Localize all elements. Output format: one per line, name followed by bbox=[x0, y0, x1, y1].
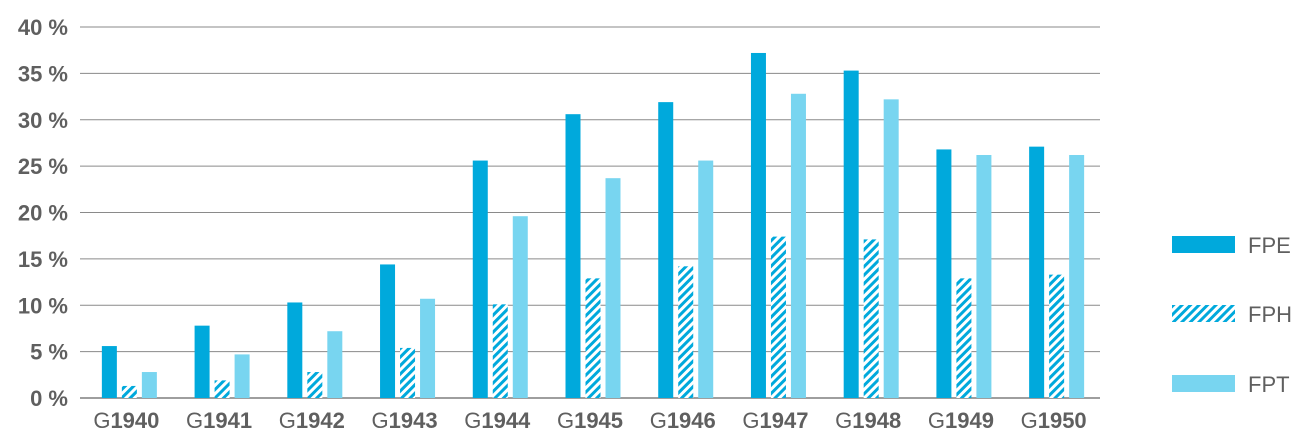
legend-swatch-fph bbox=[1172, 305, 1235, 322]
bar-fpt bbox=[327, 331, 343, 398]
bar-fph bbox=[956, 278, 972, 398]
x-tick-label: G1950 bbox=[1021, 408, 1087, 433]
x-tick-label: G1945 bbox=[557, 408, 623, 433]
legend-swatch-fpe bbox=[1172, 236, 1235, 253]
bar-fph bbox=[1049, 274, 1065, 398]
bar-fph bbox=[770, 236, 786, 398]
x-tick-label: G1944 bbox=[464, 408, 531, 433]
bar-fph bbox=[863, 239, 879, 398]
y-tick-label: 15 % bbox=[18, 247, 68, 272]
x-tick-label: G1948 bbox=[835, 408, 901, 433]
bar-fph bbox=[121, 385, 137, 398]
x-tick-label: G1940 bbox=[93, 408, 159, 433]
bars bbox=[101, 52, 1085, 398]
y-tick-label: 5 % bbox=[30, 340, 68, 365]
y-tick-label: 35 % bbox=[18, 61, 68, 86]
y-tick-label: 30 % bbox=[18, 108, 68, 133]
bar-fph bbox=[400, 347, 416, 398]
legend: FPE FPH FPT bbox=[1172, 233, 1292, 397]
bar-fpe bbox=[565, 114, 581, 398]
bar-fpe bbox=[750, 52, 766, 398]
bar-fpt bbox=[234, 354, 250, 398]
bar-fpe bbox=[101, 346, 117, 398]
legend-label-fpt: FPT bbox=[1248, 372, 1290, 397]
x-tick-label: G1949 bbox=[928, 408, 994, 433]
bar-fpt bbox=[141, 372, 157, 398]
bar-fpe bbox=[936, 149, 952, 398]
x-axis: G1940 G1941 G1942 G1943 G1944 G1945 G1946 G1947… bbox=[93, 408, 1086, 433]
bar-fpt bbox=[420, 298, 436, 398]
bar-fpt bbox=[790, 93, 806, 398]
bar-fpe bbox=[843, 70, 859, 398]
bar-fpe bbox=[1029, 146, 1045, 398]
bar-fph bbox=[492, 304, 508, 398]
bar-fph bbox=[678, 266, 694, 398]
gridlines bbox=[80, 26, 1100, 399]
bar-fpe bbox=[194, 325, 210, 398]
y-tick-label: 25 % bbox=[18, 154, 68, 179]
bar-fpt bbox=[512, 216, 528, 398]
bar-fpe bbox=[472, 160, 488, 398]
x-tick-label: G1946 bbox=[650, 408, 716, 433]
x-tick-label: G1943 bbox=[372, 408, 438, 433]
x-tick-label: G1941 bbox=[186, 408, 252, 433]
bar-fph bbox=[214, 380, 230, 398]
bar-fpe bbox=[287, 302, 303, 398]
legend-label-fph: FPH bbox=[1248, 302, 1292, 327]
x-tick-label: G1942 bbox=[279, 408, 345, 433]
y-axis: 0 % 5 % 10 % 15 % 20 % 25 % 30 % 35 % 40 % bbox=[18, 15, 68, 411]
bar-fph bbox=[585, 278, 601, 398]
legend-label-fpe: FPE bbox=[1248, 233, 1291, 258]
bar-fpe bbox=[380, 264, 396, 398]
bar-fph bbox=[307, 372, 323, 398]
bar-fpe bbox=[658, 102, 674, 398]
legend-swatch-fpt bbox=[1172, 375, 1235, 392]
y-tick-label: 10 % bbox=[18, 293, 68, 318]
bar-fpt bbox=[883, 99, 899, 398]
bar-fpt bbox=[1069, 154, 1085, 398]
y-tick-label: 0 % bbox=[30, 386, 68, 411]
y-tick-label: 20 % bbox=[18, 201, 68, 226]
y-tick-label: 40 % bbox=[18, 15, 68, 40]
bar-fpt bbox=[976, 154, 992, 398]
bar-fpt bbox=[698, 160, 714, 398]
bar-fpt bbox=[605, 178, 621, 398]
x-tick-label: G1947 bbox=[742, 408, 808, 433]
